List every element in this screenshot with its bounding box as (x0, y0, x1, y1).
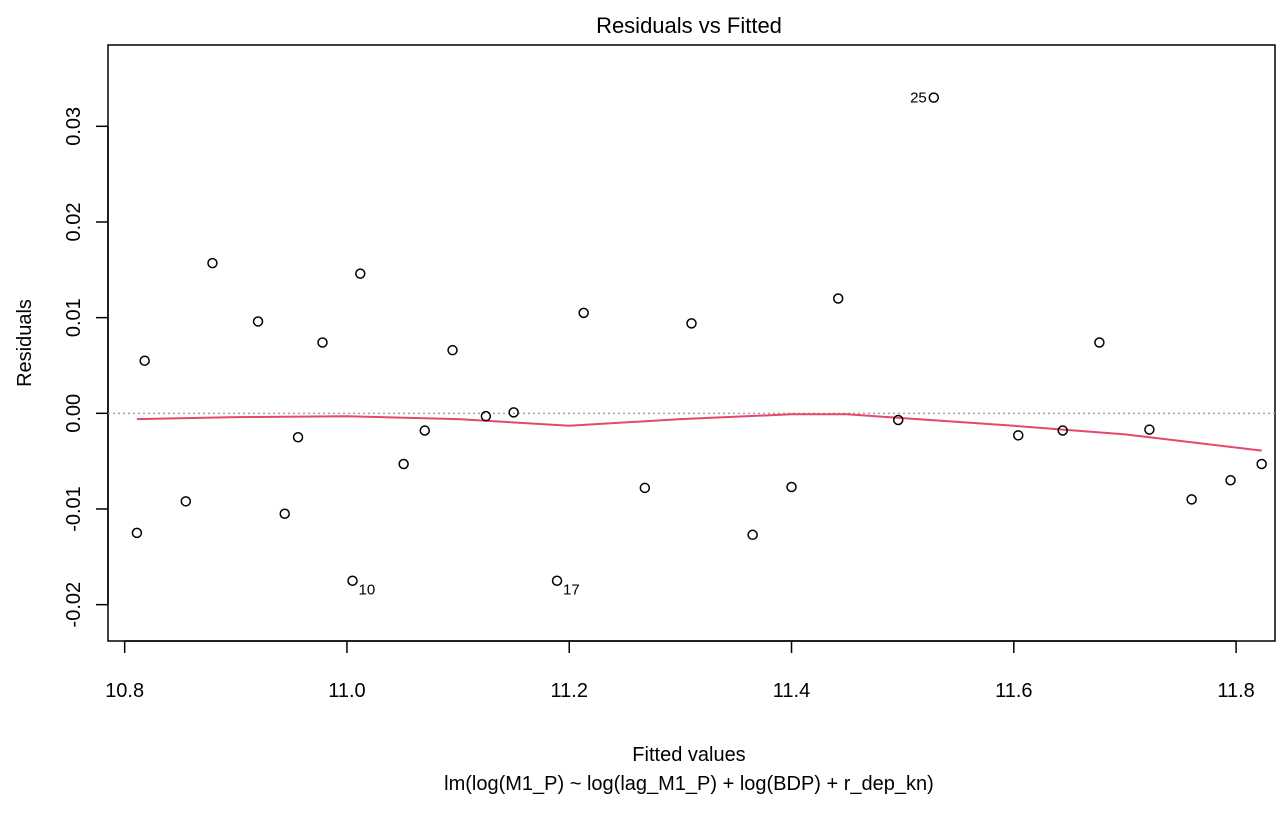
data-point (1013, 430, 1024, 441)
data-point (1057, 425, 1068, 436)
y-tick-label: -0.02 (63, 582, 85, 628)
data-point (1225, 475, 1236, 486)
data-point (832, 293, 844, 304)
data-point (1094, 337, 1105, 348)
smoother-group (136, 413, 1262, 452)
data-point (578, 307, 589, 319)
point-label: 25 (910, 90, 927, 107)
point-label: 17 (563, 582, 580, 599)
smoother-line (136, 413, 1262, 452)
points-group: 10 17 25 (131, 90, 1267, 599)
data-point (292, 431, 304, 443)
data-point (508, 407, 519, 418)
data-point (347, 575, 358, 586)
data-point (317, 337, 328, 348)
data-point (419, 425, 431, 436)
x-tick-label: 10.8 (105, 680, 144, 702)
data-point (398, 458, 409, 470)
data-point (279, 508, 290, 520)
data-point (207, 257, 218, 269)
y-tick-label: 0.00 (63, 394, 85, 433)
data-point (639, 482, 651, 494)
model-formula-subtitle: lm(log(M1_P) ~ log(lag_M1_P) + log(BDP) … (444, 773, 934, 795)
data-point (355, 268, 366, 279)
y-tick-label: 0.03 (63, 107, 85, 146)
x-tick-label: 11.4 (773, 680, 810, 702)
data-point (786, 481, 797, 493)
x-tick-label: 11.2 (551, 680, 588, 702)
data-point (252, 316, 264, 327)
data-point (131, 527, 143, 539)
x-axis: 10.8 11.0 11.2 11.4 11.6 11.8 (105, 640, 1255, 702)
data-point (1144, 424, 1155, 435)
y-tick-label: -0.01 (63, 486, 85, 532)
x-tick-label: 11.6 (995, 680, 1032, 702)
data-point (480, 410, 492, 422)
y-tick-label: 0.01 (63, 298, 85, 337)
data-point (1186, 494, 1197, 505)
data-point (747, 529, 758, 541)
data-point (928, 92, 940, 103)
chart-title: Residuals vs Fitted (596, 13, 782, 38)
data-point (447, 344, 458, 356)
data-point (551, 575, 563, 586)
plot-area-frame (107, 44, 1276, 642)
data-point (180, 496, 192, 507)
y-axis: -0.02 -0.01 0.00 0.01 0.02 0.03 (63, 107, 109, 628)
y-axis-label: Residuals (14, 299, 36, 387)
x-tick-label: 11.8 (1217, 680, 1254, 702)
y-tick-label: 0.02 (63, 203, 85, 242)
x-axis-label: Fitted values (632, 744, 745, 766)
data-point (1256, 458, 1267, 470)
data-point (139, 355, 150, 366)
x-tick-label: 11.0 (328, 680, 365, 702)
data-point (686, 318, 697, 329)
point-label: 10 (359, 582, 376, 599)
data-point (892, 414, 904, 426)
